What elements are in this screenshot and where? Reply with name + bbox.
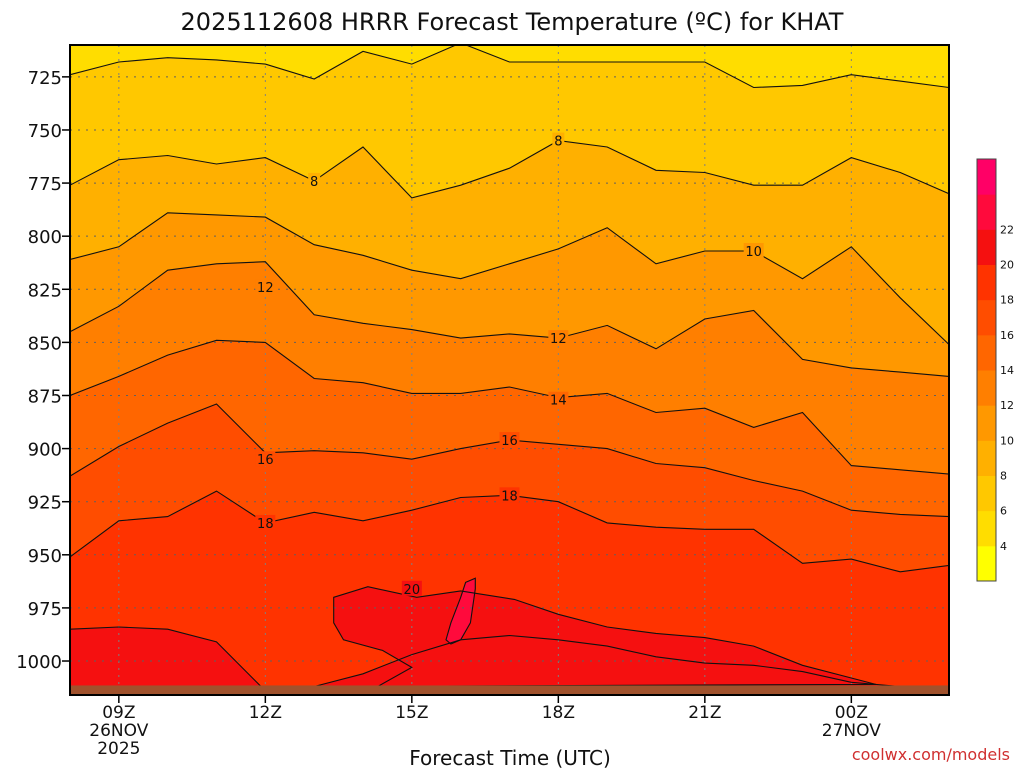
isotherm-8 xyxy=(70,140,949,199)
colorbar-swatch xyxy=(977,545,996,582)
colorbar: 4 6 8 10 12 14 16 18 20 22 xyxy=(976,158,1014,582)
contour-label: 20 xyxy=(404,583,421,598)
y-tick-label: 800 xyxy=(28,227,62,248)
contour-label-bg xyxy=(499,432,520,448)
colorbar-swatch xyxy=(977,405,996,441)
y-tick-label: 725 xyxy=(28,68,62,89)
isotherm-10 xyxy=(70,212,949,345)
colorbar-frame xyxy=(976,158,997,582)
colorbar-swatch xyxy=(977,159,996,195)
x-axis-label: Forecast Time (UTC) xyxy=(409,746,611,768)
colorbar-swatch xyxy=(977,440,996,476)
contour-label: 8 xyxy=(310,175,318,190)
colorbar-swatch xyxy=(977,334,996,371)
isotherm-6 xyxy=(70,45,949,89)
colorbar-label: 20 xyxy=(1000,259,1014,272)
contour-label-bg xyxy=(548,391,569,407)
contour-label-bg xyxy=(743,243,764,259)
contour-label: 14 xyxy=(550,394,567,409)
contour-label: 18 xyxy=(501,489,518,504)
y-tick-label: 950 xyxy=(28,546,62,567)
colorbar-swatch xyxy=(977,370,996,406)
colorbar-label: 18 xyxy=(1000,294,1014,307)
colorbar-label: 16 xyxy=(1000,329,1014,342)
colorbar-label: 6 xyxy=(1000,505,1007,518)
colorbar-swatch xyxy=(977,299,996,336)
isotherm-14 xyxy=(70,339,949,475)
colorbar-swatch xyxy=(977,229,996,265)
y-axis: 725 750 775 800 825 850 875 900 925 950 975 1000 xyxy=(16,68,70,673)
plot-frame xyxy=(69,44,950,696)
contour-label: 10 xyxy=(745,245,762,260)
y-tick-label: 975 xyxy=(28,599,62,620)
x-tick-label: 18Z xyxy=(542,703,575,723)
y-tick-label: 875 xyxy=(28,386,62,407)
y-tick-label: 825 xyxy=(28,280,62,301)
contour-label: 8 xyxy=(554,135,562,150)
contour-label-bg xyxy=(255,514,276,530)
contour-label-layer: 8 8 10 12 12 14 16 16 18 18 20 xyxy=(255,132,764,598)
contour-label: 16 xyxy=(501,434,518,449)
y-tick-label: 750 xyxy=(28,121,62,142)
isotherm-closed-22 xyxy=(445,577,476,645)
ground-layer xyxy=(70,685,949,695)
x-tick-label: 15Z xyxy=(395,703,428,723)
colorbar-swatch xyxy=(977,475,996,512)
isotherm-closed-20 xyxy=(328,586,876,688)
colorbar-label: 12 xyxy=(1000,399,1014,412)
chart-title: 2025112608 HRRR Forecast Temperature (ºC… xyxy=(181,8,844,36)
colorbar-swatch xyxy=(977,194,996,230)
x-tick-label: 00Z xyxy=(835,703,868,723)
y-tick-label: 925 xyxy=(28,493,62,514)
contour-label-bg xyxy=(401,580,422,596)
contour-label-bg xyxy=(308,172,321,188)
x-tick-label: 12Z xyxy=(249,703,282,723)
contour-label: 18 xyxy=(257,517,274,532)
contour-label-bg xyxy=(552,132,565,148)
contour-label-bg xyxy=(499,487,520,503)
y-tick-label: 900 xyxy=(28,440,62,461)
isotherm-20 xyxy=(70,626,949,692)
x-tick-label: 09Z xyxy=(102,703,135,723)
temperature-fill-layer xyxy=(70,45,949,695)
x-tick-date: 27NOV xyxy=(822,721,881,741)
x-tick-label: 21Z xyxy=(688,703,721,723)
x-tick-date: 26NOV xyxy=(89,721,148,741)
y-tick-label: 850 xyxy=(28,333,62,354)
colorbar-swatch xyxy=(977,510,996,547)
x-tick-year: 2025 xyxy=(97,739,140,759)
contour-label: 12 xyxy=(550,332,567,347)
colorbar-label: 8 xyxy=(1000,470,1007,483)
colorbar-label: 10 xyxy=(1000,434,1014,447)
contour-label-bg xyxy=(255,279,276,295)
colorbar-label: 14 xyxy=(1000,364,1014,377)
colorbar-swatch xyxy=(977,264,996,301)
ground-surface xyxy=(70,685,949,695)
contour-label-bg xyxy=(255,451,276,467)
y-tick-label: 1000 xyxy=(16,652,62,673)
contour-label-bg xyxy=(548,330,569,346)
isotherm-12 xyxy=(70,261,949,377)
contour-label: 16 xyxy=(257,453,274,468)
colorbar-label: 22 xyxy=(1000,223,1014,236)
band-fill-closed-22 xyxy=(446,578,476,644)
credit-link[interactable]: coolwx.com/models xyxy=(852,745,1010,764)
colorbar-label: 4 xyxy=(1000,540,1007,553)
contour-label: 12 xyxy=(257,281,274,296)
y-tick-label: 775 xyxy=(28,174,62,195)
